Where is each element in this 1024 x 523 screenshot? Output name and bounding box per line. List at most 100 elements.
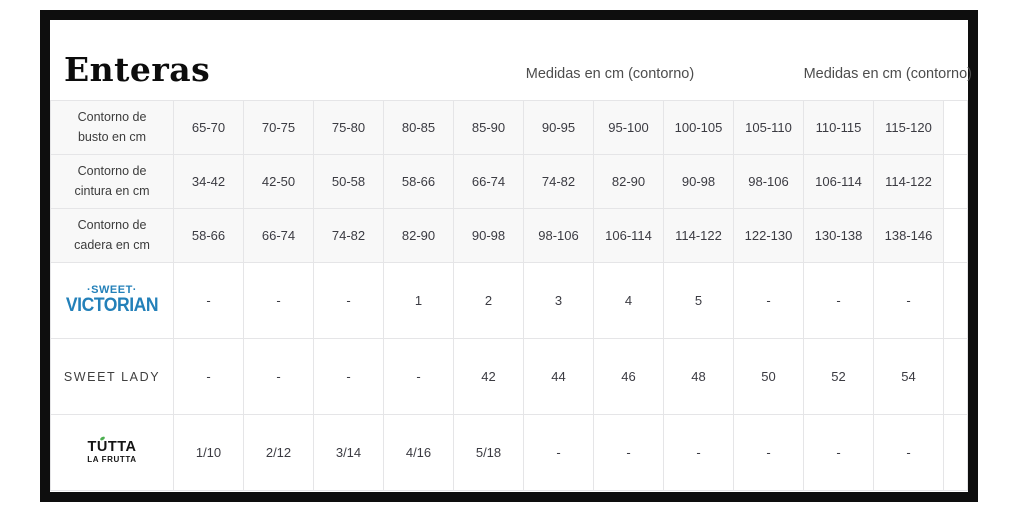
brand_row-value-cell: -: [803, 414, 874, 491]
size-table: Contorno de busto en cm 65-70 70-75 75-80 80…: [50, 100, 968, 491]
brand_row-value-cell: 3/14: [313, 414, 384, 491]
brand_row-value-cell: -: [383, 338, 454, 415]
brand_row-value-cell: -: [523, 414, 594, 491]
brand-row-sweet-lady: SWEET LADY - - - -42 44 46 48 50 52 54: [50, 338, 968, 415]
measure_row-value-cell: 138-146: [873, 208, 944, 263]
chart-frame: Enteras Medidas en cm (contorno) Medidas…: [40, 10, 978, 502]
brand_row-value-cell: -: [733, 414, 804, 491]
measure_row-value-cell: 122-130: [733, 208, 804, 263]
measure_row-value-cell: 80-85: [383, 100, 454, 155]
measure_row-value-cell: 42-50: [243, 154, 314, 209]
measure_row-value-cell: 90-98: [453, 208, 524, 263]
measure_row-value-cell: 82-90: [593, 154, 664, 209]
brand_row-value-cell: -: [593, 414, 664, 491]
measure-row-label: Contorno de busto en cm: [50, 100, 174, 155]
tutta-logo-line1: TÚTTA: [87, 436, 136, 455]
measure_row-value-cell: 98-106: [523, 208, 594, 263]
measure_row-value-cell: 75-80: [313, 100, 384, 155]
page-title: Enteras: [64, 50, 211, 89]
empty-sliver-cell: [943, 208, 968, 263]
brand-logo-cell: ·SWEET· VICTORIAN: [50, 262, 174, 339]
measure-note-right: Medidas en cm (contorno): [803, 66, 972, 82]
empty-sliver-cell: [943, 338, 968, 415]
measure_row-value-cell: 90-95: [523, 100, 594, 155]
measure_row-value-cell: 66-74: [243, 208, 314, 263]
measure_row-value-cell: 115-120: [873, 100, 944, 155]
tutta-logo-line2: LA FRUTTA: [87, 454, 137, 464]
measure_row-value-cell: 34-42: [173, 154, 244, 209]
brand_row-value-cell: 54: [873, 338, 944, 415]
measure_row-value-cell: 85-90: [453, 100, 524, 155]
brand_row-value-cell: 50: [733, 338, 804, 415]
measure_row-value-cell: 74-82: [313, 208, 384, 263]
measure_row-value-cell: 74-82: [523, 154, 594, 209]
measure_row-value-cell: 110-115: [803, 100, 874, 155]
measure_row-value-cell: 65-70: [173, 100, 244, 155]
brand_row-value-cell: -: [803, 262, 874, 339]
sweet-victorian-logo: ·SWEET· VICTORIAN: [53, 283, 171, 317]
brand_row-value-cell: -: [313, 338, 384, 415]
empty-sliver-cell: [943, 154, 968, 209]
measure_row-value-cell: 106-114: [803, 154, 874, 209]
brand_row-value-cell: -: [243, 338, 314, 415]
sweet-victorian-logo-line1: ·SWEET·: [87, 283, 137, 296]
measure_row-value-cell: 50-58: [313, 154, 384, 209]
size-table-body: Contorno de busto en cm 65-70 70-75 75-80 80…: [50, 100, 968, 491]
brand_row-value-cell: 1/10: [173, 414, 244, 491]
brand_row-value-cell: 1: [383, 262, 454, 339]
brand_row-value-cell: -: [663, 414, 734, 491]
measure-row: Contorno de busto en cm 65-70 70-75 75-80 80…: [50, 100, 968, 155]
measure_row-value-cell: 114-122: [663, 208, 734, 263]
measure_row-value-cell: 114-122: [873, 154, 944, 209]
brand-row-sweet-victorian: ·SWEET· VICTORIAN - - -1 2 3 4 5- - -: [50, 262, 968, 339]
measure_row-value-cell: 106-114: [593, 208, 664, 263]
brand_row-value-cell: -: [733, 262, 804, 339]
brand_row-value-cell: 44: [523, 338, 594, 415]
measure_row-value-cell: 98-106: [733, 154, 804, 209]
brand_row-value-cell: 52: [803, 338, 874, 415]
tutta-la-frutta-logo: TÚTTA LA FRUTTA: [87, 436, 137, 464]
brand_row-value-cell: -: [173, 338, 244, 415]
tutta-leaf-icon: [99, 436, 106, 442]
empty-sliver-cell: [943, 100, 968, 155]
measure-note-left: Medidas en cm (contorno): [525, 66, 695, 82]
brand_row-value-cell: 2/12: [243, 414, 314, 491]
measure_row-value-cell: 70-75: [243, 100, 314, 155]
brand-logo-cell: SWEET LADY: [50, 338, 174, 415]
measure-row: Contorno de cadera en cm 58-66 66-74 74-82 8…: [50, 208, 968, 263]
brand_row-value-cell: 48: [663, 338, 734, 415]
brand-row-tutta-la-frutta: TÚTTA LA FRUTTA 1/10 2/12 3/14 4/16 5/18- - - - - -: [50, 414, 968, 491]
brand_row-value-cell: 3: [523, 262, 594, 339]
brand_row-value-cell: 4/16: [383, 414, 454, 491]
chart-header: Enteras Medidas en cm (contorno) Medidas…: [50, 20, 972, 100]
brand_row-value-cell: 46: [593, 338, 664, 415]
brand_row-value-cell: -: [313, 262, 384, 339]
measure_row-value-cell: 95-100: [593, 100, 664, 155]
brand_row-value-cell: -: [173, 262, 244, 339]
measure_row-value-cell: 58-66: [383, 154, 454, 209]
measure_row-value-cell: 130-138: [803, 208, 874, 263]
measure_row-value-cell: 66-74: [453, 154, 524, 209]
measure-row: Contorno de cintura en cm 34-42 42-50 50-58…: [50, 154, 968, 209]
sweet-lady-logo: SWEET LADY: [63, 369, 161, 384]
measure_row-value-cell: 58-66: [173, 208, 244, 263]
measure-row-label: Contorno de cintura en cm: [50, 154, 174, 209]
brand_row-value-cell: 42: [453, 338, 524, 415]
sweet-victorian-logo-line2: VICTORIAN: [65, 294, 159, 317]
empty-sliver-cell: [943, 414, 968, 491]
brand_row-value-cell: 4: [593, 262, 664, 339]
brand_row-value-cell: -: [873, 262, 944, 339]
measure_row-value-cell: 100-105: [663, 100, 734, 155]
brand-logo-cell: TÚTTA LA FRUTTA: [50, 414, 174, 491]
brand_row-value-cell: 5/18: [453, 414, 524, 491]
brand_row-value-cell: -: [873, 414, 944, 491]
measure_row-value-cell: 105-110: [733, 100, 804, 155]
empty-sliver-cell: [943, 262, 968, 339]
measure_row-value-cell: 90-98: [663, 154, 734, 209]
brand_row-value-cell: 2: [453, 262, 524, 339]
measure-row-label: Contorno de cadera en cm: [50, 208, 174, 263]
brand_row-value-cell: 5: [663, 262, 734, 339]
brand_row-value-cell: -: [243, 262, 314, 339]
measure_row-value-cell: 82-90: [383, 208, 454, 263]
